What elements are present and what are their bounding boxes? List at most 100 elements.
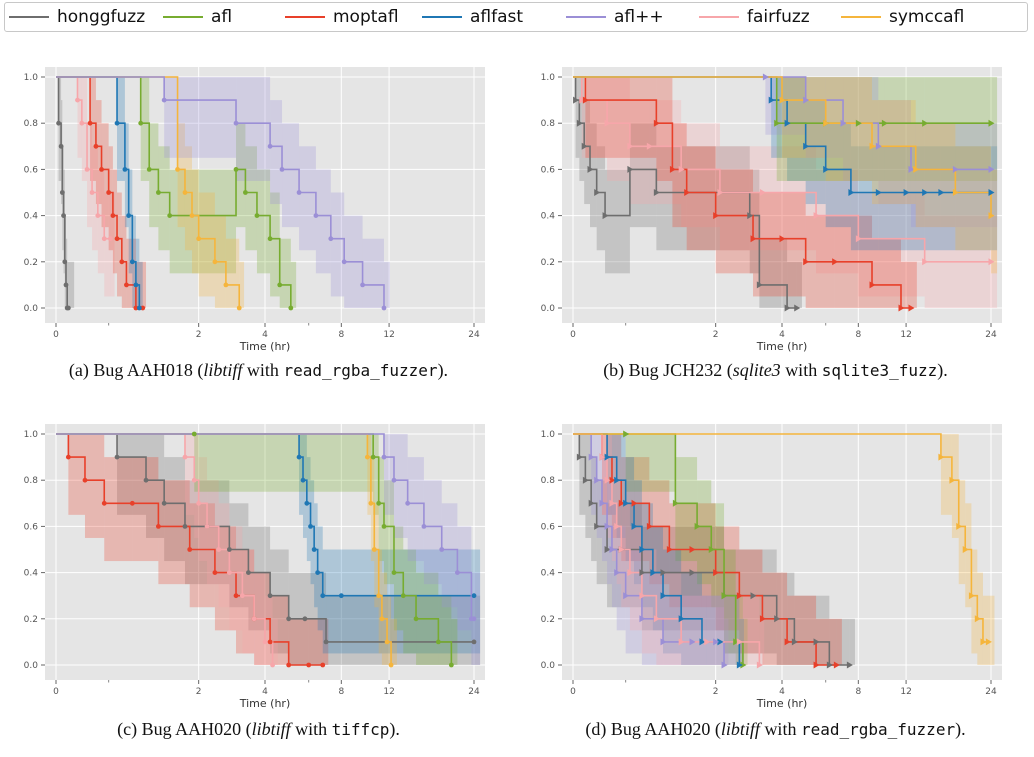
confidence-band-moptafl xyxy=(101,123,109,228)
data-point-moptafl xyxy=(212,570,218,575)
chart-panel-d: 0.0 0.2 0.4 0.6 0.8 1.0 0 2 4 8 12 24 Time (hr) (d) … xyxy=(517,397,1034,757)
caption-b-middle: with xyxy=(780,360,822,380)
x-tick-label: 0 xyxy=(570,330,576,340)
legend-swatch xyxy=(9,16,49,18)
data-point-afl++ xyxy=(689,638,696,646)
data-point-honggfuzz xyxy=(182,524,188,529)
confidence-band-moptafl xyxy=(672,123,687,228)
data-point-aflfast xyxy=(631,522,638,530)
confidence-band-honggfuzz xyxy=(753,549,777,654)
confidence-band-moptafl xyxy=(142,261,147,308)
data-point-moptafl xyxy=(618,499,625,507)
confidence-band-fairfuzz xyxy=(681,595,707,665)
confidence-band-honggfuzz xyxy=(585,434,592,538)
data-point-fairfuzz xyxy=(84,167,90,172)
legend-label: aflfast xyxy=(470,7,524,27)
confidence-band-honggfuzz xyxy=(591,457,597,562)
confidence-band-moptafl xyxy=(787,595,817,665)
data-point-honggfuzz xyxy=(226,547,232,552)
confidence-band-honggfuzz xyxy=(691,526,725,631)
confidence-band-fairfuzz xyxy=(629,100,650,205)
data-point-aflfast xyxy=(114,120,120,126)
data-point-fairfuzz xyxy=(717,189,724,196)
confidence-band-afl xyxy=(290,261,297,308)
confidence-band-symccafl xyxy=(915,123,956,228)
confidence-band-honggfuzz xyxy=(590,123,597,228)
data-point-afl++ xyxy=(604,522,611,530)
data-point-moptafl xyxy=(133,305,139,311)
data-point-symccafl xyxy=(968,592,975,600)
legend-swatch xyxy=(699,16,739,18)
data-point-aflfast xyxy=(604,453,611,461)
confidence-band-afl++ xyxy=(393,434,408,538)
confidence-band-honggfuzz xyxy=(579,434,586,515)
x-tick-label: 0 xyxy=(570,687,576,697)
data-point-aflfast xyxy=(338,593,344,599)
data-point-aflfast xyxy=(126,213,132,219)
data-point-aflfast xyxy=(660,592,667,600)
data-point-honggfuzz xyxy=(323,639,329,645)
x-tick-label: 2 xyxy=(713,687,719,697)
data-point-moptafl xyxy=(898,304,905,312)
data-point-fairfuzz xyxy=(226,570,232,575)
y-tick-label: 0.6 xyxy=(541,522,556,532)
confidence-band-fairfuzz xyxy=(616,480,622,585)
y-tick-label: 0.0 xyxy=(24,304,39,314)
data-point-afl++ xyxy=(713,638,720,646)
data-point-moptafl xyxy=(187,547,193,552)
confidence-band-aflfast xyxy=(341,549,474,654)
legend-label: fairfuzz xyxy=(747,7,810,27)
x-tick-label: 12 xyxy=(900,687,911,697)
y-tick-label: 0.6 xyxy=(541,165,556,175)
confidence-band-aflfast xyxy=(314,503,318,608)
data-point-aflfast xyxy=(133,282,139,288)
data-point-afl++ xyxy=(341,259,347,265)
confidence-band-moptafl xyxy=(910,261,917,308)
y-tick-label: 0.8 xyxy=(24,476,39,486)
data-point-honggfuzz xyxy=(689,569,696,577)
confidence-band-honggfuzz xyxy=(629,123,657,228)
confidence-band-afl xyxy=(149,123,159,228)
data-point-aflfast xyxy=(938,189,945,196)
y-tick-label: 0.8 xyxy=(541,476,556,486)
confidence-band-fairfuzz xyxy=(649,100,682,205)
confidence-band-aflfast xyxy=(299,434,304,515)
data-point-symccafl xyxy=(980,638,987,646)
chart-panel-a: 0.0 0.2 0.4 0.6 0.8 1.0 0 2 4 8 12 24 Time (hr) (a) … xyxy=(0,40,517,400)
data-point-moptafl xyxy=(832,258,839,266)
data-point-fairfuzz xyxy=(813,212,820,220)
confidence-band-honggfuzz xyxy=(164,457,185,562)
data-point-afl++ xyxy=(313,213,319,219)
data-point-fairfuzz xyxy=(79,120,85,126)
data-point-honggfuzz xyxy=(639,569,646,577)
x-tick-label: 24 xyxy=(468,687,480,697)
confidence-band-fairfuzz xyxy=(110,192,115,297)
confidence-band-afl xyxy=(991,77,998,181)
data-point-moptafl xyxy=(65,454,71,460)
data-point-honggfuzz xyxy=(576,119,583,127)
data-point-moptafl xyxy=(713,569,720,577)
caption-b-software: sqlite3 xyxy=(732,360,781,380)
confidence-band-fairfuzz xyxy=(198,457,208,562)
confidence-band-moptafl xyxy=(669,503,692,608)
confidence-band-moptafl xyxy=(104,457,133,562)
data-point-honggfuzz xyxy=(581,142,588,150)
data-point-symccafl xyxy=(364,454,370,460)
data-point-afl++ xyxy=(840,119,847,127)
x-tick-label: 0 xyxy=(53,687,59,697)
data-point-afl++ xyxy=(623,592,630,600)
y-tick-label: 0.4 xyxy=(24,569,39,579)
data-point-aflfast xyxy=(623,499,630,507)
confidence-band-fairfuzz xyxy=(97,169,105,274)
confidence-band-afl xyxy=(169,169,237,274)
confidence-band-fairfuzz xyxy=(739,595,760,665)
confidence-band-symccafl xyxy=(951,434,959,538)
data-point-symccafl xyxy=(985,638,992,646)
confidence-band-honggfuzz xyxy=(584,100,591,205)
data-point-symccafl xyxy=(988,212,995,220)
data-point-symccafl xyxy=(196,236,202,242)
data-point-honggfuzz xyxy=(161,500,167,506)
confidence-band-honggfuzz xyxy=(596,480,608,585)
data-point-honggfuzz xyxy=(62,259,68,265)
